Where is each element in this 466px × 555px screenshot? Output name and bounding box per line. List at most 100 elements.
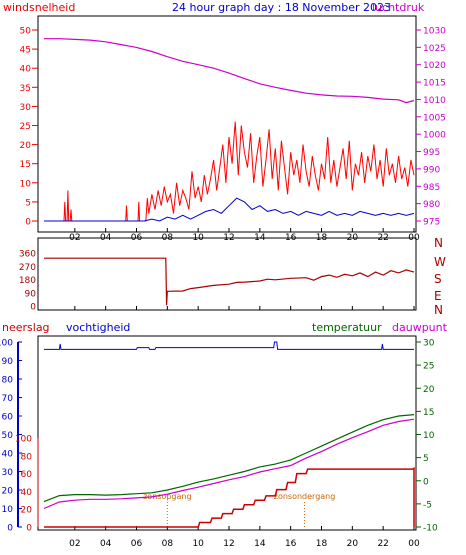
humidity-y-tick-label: 0 [7, 524, 13, 534]
humidity-y-tick-label: 10 [2, 505, 14, 515]
pressure-y-tick-label: 1025 [423, 44, 446, 54]
direction-y-tick-label: 90 [25, 289, 37, 299]
compass-label: W [434, 255, 446, 269]
rain-y-tick-label: 60 [21, 470, 33, 480]
pressure-y-tick-label: 990 [423, 165, 440, 175]
pressure-y-tick-label: 1005 [423, 113, 446, 123]
rain-y-tick-label: 40 [21, 488, 33, 498]
direction-panel-frame [37, 237, 417, 311]
dewpoint-label: dauwpunt [392, 321, 448, 334]
wind-y-tick-label: 20 [20, 141, 32, 151]
humidity-label: vochtigheid [66, 321, 130, 334]
wind-panel-frame [37, 15, 417, 233]
temperature-label: temperatuur [312, 321, 382, 334]
compass-label: S [434, 272, 442, 286]
lower-x-tick-label: 10 [192, 539, 204, 549]
compass-label: E [434, 289, 442, 303]
humidity-y-tick-label: 100 [0, 339, 13, 349]
humidity-y-tick-label: 80 [2, 376, 14, 386]
wind-y-tick-label: 30 [20, 103, 32, 113]
compass-label: N [434, 303, 443, 317]
pressure-label: luchtdruk [372, 1, 425, 14]
rain-y-tick-label: 100 [15, 435, 32, 445]
humidity-y-tick-label: 20 [2, 487, 14, 497]
rain-y-tick-label: 20 [21, 506, 33, 516]
wind-y-tick-label: 10 [20, 179, 32, 189]
pressure-y-tick-label: 1000 [423, 131, 446, 141]
compass-label: N [434, 236, 443, 250]
temperature-y-tick-label: 0 [423, 477, 429, 487]
humidity-y-tick-label: 50 [2, 431, 14, 441]
direction-y-tick-label: 0 [30, 303, 36, 313]
chart-marks: 0510152025303540455097598098599099510001… [0, 27, 446, 550]
temperature-y-tick-label: 5 [423, 454, 429, 464]
sunset-label: zonsondergang [274, 492, 336, 501]
temperature-y-tick-label: 10 [423, 431, 435, 441]
pressure-y-tick-label: 1010 [423, 96, 446, 106]
chart-title: 24 hour graph day : 18 November 2023 [172, 1, 391, 14]
lower-x-tick-label: 22 [377, 539, 388, 549]
pressure-line [44, 38, 415, 104]
wind-y-tick-label: 25 [20, 122, 31, 132]
pressure-y-tick-label: 995 [423, 148, 440, 158]
x-tick-label: 22 [377, 233, 388, 243]
x-tick-label: 14 [254, 233, 266, 243]
wind-direction-line [44, 257, 415, 306]
lower-x-tick-label: 14 [254, 539, 266, 549]
lower-x-tick-label: 18 [316, 539, 328, 549]
rain-line [44, 467, 415, 528]
wind-y-tick-label: 35 [20, 84, 31, 94]
x-tick-label: 06 [131, 233, 143, 243]
lower-x-tick-label: 08 [162, 539, 174, 549]
lower-x-tick-label: 04 [100, 539, 112, 549]
temperature-y-tick-label: 15 [423, 408, 434, 418]
temperature-y-tick-label: -5 [423, 500, 432, 510]
wind-y-tick-label: 0 [25, 218, 31, 228]
humidity-line [44, 341, 414, 350]
humidity-y-tick-label: 90 [2, 357, 14, 367]
lower-x-tick-label: 20 [347, 539, 359, 549]
direction-y-tick-label: 270 [19, 263, 36, 273]
x-tick-label: 10 [192, 233, 204, 243]
x-tick-label: 18 [316, 233, 328, 243]
pressure-y-tick-label: 975 [423, 218, 440, 228]
x-tick-label: 12 [223, 233, 234, 243]
temperature-y-tick-label: 20 [423, 385, 435, 395]
rain-y-tick-label: 0 [26, 524, 32, 534]
wind-y-tick-label: 50 [20, 27, 32, 37]
x-tick-label: 16 [285, 233, 297, 243]
pressure-y-tick-label: 1015 [423, 79, 446, 89]
wind-y-tick-label: 40 [20, 65, 32, 75]
x-tick-label: 04 [100, 233, 112, 243]
temperature-line [43, 414, 415, 503]
pressure-y-tick-label: 985 [423, 183, 440, 193]
humidity-y-tick-label: 40 [2, 450, 14, 460]
wind-speed-label: windsnelheid [3, 1, 75, 14]
temperature-y-tick-label: 25 [423, 362, 434, 372]
dewpoint-line [43, 418, 415, 510]
x-tick-label: 02 [69, 233, 80, 243]
x-tick-label: 00 [408, 233, 420, 243]
lower-x-tick-label: 02 [69, 539, 80, 549]
humidity-y-tick-label: 60 [2, 413, 14, 423]
x-tick-label: 08 [162, 233, 174, 243]
lower-x-tick-label: 06 [131, 539, 143, 549]
pressure-y-tick-label: 980 [423, 200, 440, 210]
humidity-y-tick-label: 70 [2, 394, 14, 404]
x-tick-label: 20 [347, 233, 359, 243]
wind-y-tick-label: 5 [25, 198, 31, 208]
rain-label: neerslag [2, 321, 50, 334]
wind-gust-line [44, 121, 415, 222]
temperature-y-tick-label: -10 [423, 524, 438, 534]
temperature-y-tick-label: 30 [423, 339, 435, 349]
direction-y-tick-label: 180 [19, 276, 36, 286]
wind-y-tick-label: 15 [20, 160, 31, 170]
humidity-y-tick-label: 30 [2, 468, 14, 478]
pressure-y-tick-label: 1020 [423, 61, 446, 71]
lower-panel-frame [37, 335, 417, 531]
lower-x-tick-label: 16 [285, 539, 297, 549]
wind-average-line [44, 197, 415, 222]
sunrise-label: zonsopgang [143, 492, 191, 501]
